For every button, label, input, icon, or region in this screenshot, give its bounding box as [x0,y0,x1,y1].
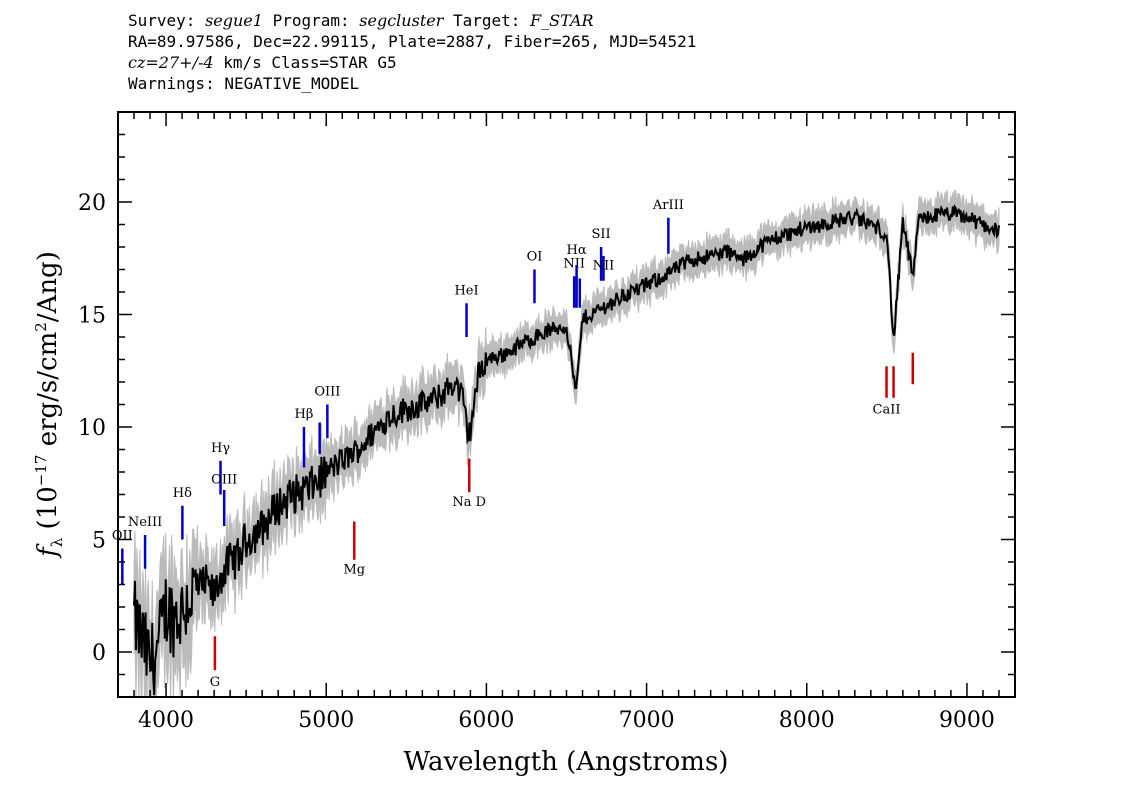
spectral-line-label: Hγ [211,441,230,456]
header-line-1: Survey: segue1 Program: segcluster Targe… [128,10,696,31]
spectral-line-label: OII [112,529,133,544]
spectral-line-label: OIII [211,472,237,487]
target-label: Target: [453,11,521,30]
spectral-line-label: OI [527,250,543,265]
y-axis-title-text: fλ (10−17 erg/s/cm2/Ang) [32,251,66,559]
spectral-line-label: OIII [314,385,340,400]
spectral-line-label: NeIII [128,515,162,530]
y-tick-label: 0 [92,641,106,666]
spectral-line-label: Hα [567,243,587,258]
spectral-line-label: HeI [454,283,478,298]
spectral-line-label: Na D [452,495,486,510]
spectral-line-label: NII [593,259,615,274]
y-axis-exponent-2: 2 [32,322,50,332]
program-value: segcluster [359,11,444,30]
survey-label: Survey: [128,11,196,30]
y-tick-label: 10 [78,416,106,441]
spectral-line-label: SII [592,227,611,242]
header-line-3: cz=27+/-4 km/s Class=STAR G5 [128,52,696,73]
spectrum-header: Survey: segue1 Program: segcluster Targe… [128,10,696,94]
header-line-4: Warnings: NEGATIVE_MODEL [128,74,360,93]
class-info: km/s Class=STAR G5 [223,53,397,72]
spectral-line-label: Mg [343,562,365,577]
x-tick-label: 4000 [138,708,194,733]
spectral-line-label: CaII [873,403,901,418]
flux-layer [133,204,1000,696]
y-axis-unit-2: erg/s/cm [33,332,63,455]
flux-line [133,204,1000,696]
target-value: F_STAR [530,11,594,30]
y-tick-label: 20 [78,191,106,216]
y-axis-subscript: λ [48,537,66,547]
y-tick-label: 5 [92,529,106,554]
x-tick-label: 5000 [298,708,354,733]
x-axis-title: Wavelength (Angstroms) [404,747,729,777]
spectral-line-label: Hδ [173,486,192,501]
y-tick-label: 15 [78,304,106,329]
y-axis-exponent: −17 [32,455,50,487]
x-tick-label: 8000 [779,708,835,733]
header-line-2: RA=89.97586, Dec=22.99115, Plate=2887, F… [128,32,697,51]
spectral-line-label: ArIII [652,198,684,213]
y-axis-unit-3: /Ang) [33,251,63,322]
y-axis-unit: (10 [33,486,63,538]
error-band-layer [133,189,1000,697]
spectral-line-label: NII [563,256,585,271]
spectral-line-label: Hβ [295,407,314,422]
survey-value: segue1 [205,11,263,30]
program-label: Program: [272,11,350,30]
error-band [133,189,1000,697]
y-axis-title: fλ (10−17 erg/s/cm2/Ang) [32,251,66,559]
redshift-value: cz=27+/-4 [128,53,214,72]
x-tick-label: 7000 [619,708,675,733]
spectral-line-label: G [210,675,220,690]
axis-ticks: 4000 5000 6000 7000 8000 9000 0 5 10 15 20 [78,111,1015,733]
x-tick-label: 6000 [458,708,514,733]
x-tick-label: 9000 [939,708,995,733]
